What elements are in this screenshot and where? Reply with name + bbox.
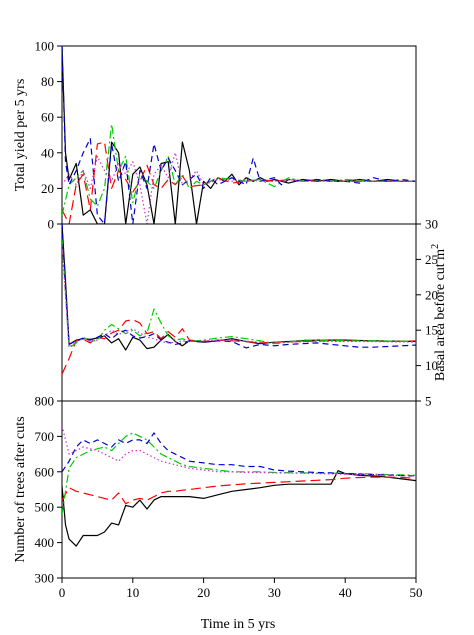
y-tick-label: 500 [35,500,55,515]
series-line [62,152,416,224]
x-tick-label: 10 [126,585,139,600]
series-line [62,141,416,224]
y-tick-label: 300 [35,571,55,586]
y-tick-label: 5 [425,394,432,409]
y-tick-label: 60 [41,110,54,125]
plot-frame [61,223,417,402]
series-line [62,319,416,375]
series-line [62,432,416,477]
y-tick-label: 100 [35,39,55,54]
x-tick-label: 30 [268,585,281,600]
y-tick-label: 40 [41,145,54,160]
x-tick-label: 50 [410,585,423,600]
panel-number-of-trees: 300 400 500 600 700 800 0 10 20 30 40 50 Number of t… [13,394,423,601]
y-tick-label: 30 [425,217,438,232]
y-tick-label: 10 [425,358,438,373]
x-tick-label: 0 [59,585,66,600]
y-tick-label: 20 [41,181,54,196]
y-tick-label: 400 [35,535,55,550]
series-line [62,470,416,547]
y-tick-label: 700 [35,429,55,444]
plot-frame [61,45,417,225]
panel-basal-area: 5 10 15 20 25 30 Basal area before cut m2 [61,217,448,409]
series-line [62,46,416,224]
y-tick-label: 800 [35,394,55,409]
x-axis-label: Time in 5 yrs [201,617,276,632]
series-line [62,425,416,477]
y-tick-label: 20 [425,287,438,302]
series-line [62,432,416,515]
x-tick-label: 20 [197,585,210,600]
series-line [62,123,416,216]
y-tick-label: 15 [425,323,438,338]
y-axis-label: Number of trees after cuts [13,416,28,562]
plot-frame [61,400,417,579]
series-line [62,46,416,224]
y-tick-label: 600 [35,464,55,479]
series-line [62,224,416,349]
y-axis-label: Total yield per 5 yrs [13,79,28,192]
y-tick-label: 80 [41,74,54,89]
series-line [62,476,416,505]
y-tick-label: 25 [425,252,438,267]
series-line [62,245,416,348]
y-axis-label: Basal area before cut m2 [430,244,448,381]
panel-total-yield: 0 20 40 60 80 100 Total yield per 5 yrs [13,39,417,232]
y-tick-label: 0 [48,217,55,232]
x-tick-label: 40 [339,585,352,600]
